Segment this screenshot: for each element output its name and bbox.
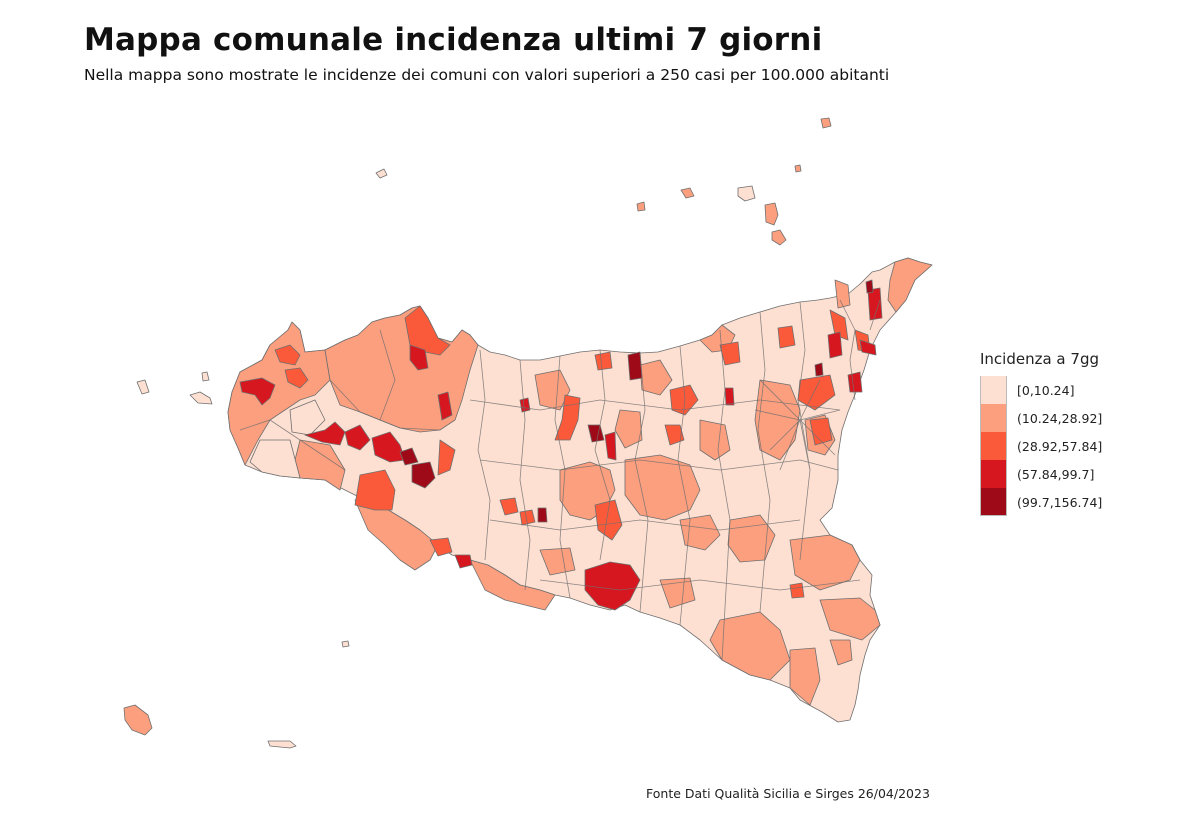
comune-class-4 — [867, 287, 883, 321]
legend-label: (57.84,99.7] — [1017, 466, 1095, 482]
comune-class-5 — [399, 447, 419, 466]
legend-item: (99.7,156.74] — [980, 488, 1102, 516]
data-source-note: Fonte Dati Qualità Sicilia e Sirges 26/0… — [646, 786, 930, 801]
legend-swatch — [980, 488, 1007, 516]
legend-swatch — [980, 432, 1007, 460]
comune-class-4 — [519, 397, 531, 413]
comune-class-2 — [227, 321, 331, 466]
comune-class-5 — [587, 424, 605, 443]
legend-label: (28.92,57.84] — [1017, 438, 1103, 454]
comune-class-5 — [865, 279, 874, 294]
comune-class-4 — [239, 377, 276, 406]
legend-label: [0,10.24] — [1017, 382, 1075, 398]
comune-class-2 — [469, 559, 556, 611]
comune-class-3 — [669, 384, 699, 416]
island-salina — [737, 185, 756, 202]
comune-class-2 — [887, 257, 933, 313]
comune-class-2 — [834, 279, 851, 309]
comune-class-3 — [719, 341, 741, 366]
legend-item: [0,10.24] — [980, 376, 1102, 404]
island-alicudi — [636, 201, 646, 212]
comune-class-2 — [709, 611, 791, 681]
comune-class-2 — [829, 639, 853, 666]
comune-class-2 — [789, 534, 861, 591]
map-legend: Incidenza a 7gg [0,10.24] (10.24,28.92] … — [980, 350, 1102, 516]
legend-item: (28.92,57.84] — [980, 432, 1102, 460]
islands — [123, 117, 832, 749]
comune-class-3 — [354, 469, 396, 511]
comune-class-4 — [847, 371, 863, 393]
legend-swatch — [980, 376, 1007, 404]
island-favignana — [189, 391, 213, 405]
comune-class-5 — [411, 461, 436, 489]
comune-class-4 — [724, 387, 735, 406]
island-panarea — [794, 164, 802, 173]
comune-class-2 — [354, 499, 439, 571]
comune-class-1 — [289, 399, 326, 436]
comune-class-3 — [777, 325, 796, 349]
comune-class-4 — [604, 431, 617, 461]
comune-class-2 — [819, 597, 881, 641]
comune-class-4 — [859, 339, 877, 356]
legend-swatch — [980, 404, 1007, 432]
island-vulcano — [771, 229, 787, 246]
comune-class-3 — [554, 394, 581, 441]
comune-class-3 — [274, 344, 301, 366]
comune-class-2 — [789, 647, 821, 706]
legend-label: (99.7,156.74] — [1017, 494, 1103, 510]
comune-class-3 — [789, 582, 805, 599]
island-stromboli — [820, 117, 832, 129]
comune-class-4 — [584, 561, 641, 611]
island-filicudi — [680, 187, 695, 199]
island-lampedusa — [267, 740, 297, 749]
legend-item: (57.84,99.7] — [980, 460, 1102, 488]
comune-class-3 — [499, 497, 519, 516]
comune-class-4 — [344, 424, 371, 451]
comune-class-3 — [594, 351, 613, 371]
comune-class-4 — [827, 331, 843, 359]
comune-class-2 — [539, 547, 576, 576]
island-ustica — [375, 168, 388, 179]
legend-title: Incidenza a 7gg — [980, 350, 1099, 368]
legend-label: (10.24,28.92] — [1017, 410, 1103, 426]
legend-swatch — [980, 460, 1007, 488]
comune-class-3 — [809, 417, 833, 446]
page-title: Mappa comunale incidenza ultimi 7 giorni — [84, 22, 823, 58]
page-subtitle: Nella mappa sono mostrate le incidenze d… — [84, 66, 890, 84]
comune-class-4 — [437, 391, 453, 421]
comune-class-3 — [594, 499, 623, 541]
comune-class-4 — [409, 344, 429, 371]
comune-class-3 — [429, 537, 453, 557]
island-marettimo — [136, 379, 150, 395]
comune-class-1 — [249, 439, 301, 479]
comune-class-3 — [664, 424, 685, 446]
comune-class-3 — [437, 439, 456, 476]
legend-item: (10.24,28.92] — [980, 404, 1102, 432]
comune-boundaries — [239, 299, 881, 661]
comune-class-5 — [814, 362, 824, 377]
comune-class-3 — [284, 367, 309, 389]
comune-class-2 — [614, 409, 643, 449]
comune-class-3 — [829, 309, 849, 341]
comune-class-5 — [537, 507, 548, 523]
comune-class-3 — [519, 509, 536, 526]
comune-class-2 — [659, 577, 696, 609]
island-pantelleria — [123, 704, 153, 736]
comune-class-2 — [624, 454, 701, 521]
comune-class-2 — [754, 379, 801, 461]
comune-class-2 — [639, 359, 673, 396]
island-lipari — [764, 202, 779, 226]
island-linosa — [341, 640, 350, 648]
island-levanzo — [201, 371, 210, 382]
comune-class-4 — [454, 554, 473, 569]
